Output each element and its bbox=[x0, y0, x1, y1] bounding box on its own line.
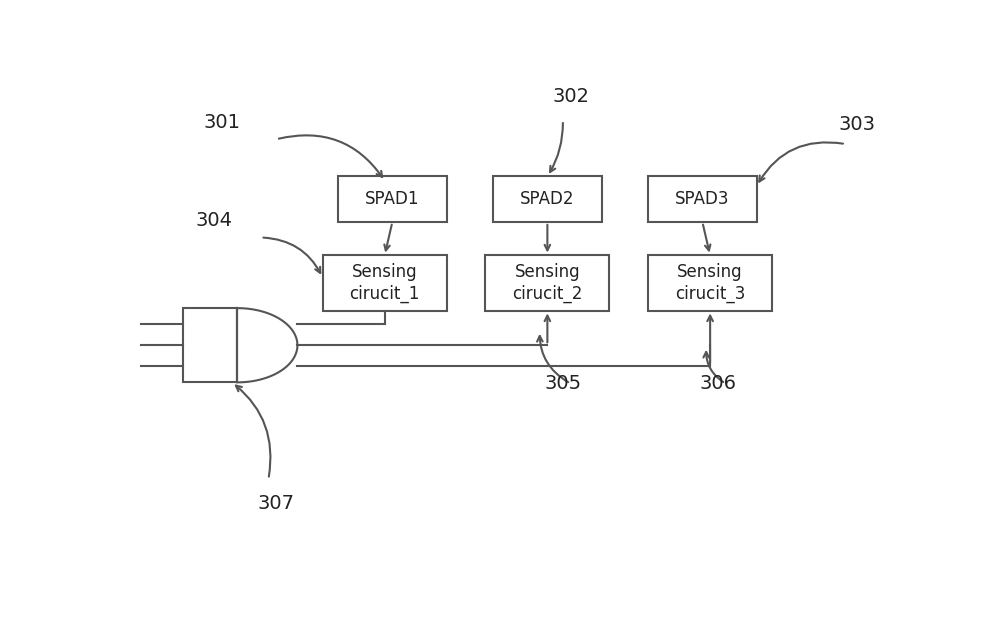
Text: 301: 301 bbox=[203, 113, 240, 132]
Bar bbox=[183, 308, 237, 383]
Text: SPAD1: SPAD1 bbox=[365, 190, 420, 208]
Text: 306: 306 bbox=[699, 374, 736, 393]
Text: 304: 304 bbox=[196, 211, 233, 230]
Text: SPAD3: SPAD3 bbox=[675, 190, 730, 208]
Bar bbox=[648, 256, 772, 310]
Text: 305: 305 bbox=[544, 374, 581, 393]
Bar bbox=[648, 177, 757, 222]
Text: 307: 307 bbox=[258, 494, 295, 513]
Bar bbox=[323, 256, 447, 310]
Text: SPAD2: SPAD2 bbox=[520, 190, 575, 208]
Bar bbox=[485, 256, 609, 310]
Text: Sensing
cirucit_1: Sensing cirucit_1 bbox=[349, 264, 420, 302]
Bar bbox=[338, 177, 447, 222]
Text: Sensing
cirucit_2: Sensing cirucit_2 bbox=[512, 264, 583, 302]
Bar bbox=[493, 177, 602, 222]
Text: 302: 302 bbox=[552, 86, 589, 106]
Text: 303: 303 bbox=[839, 116, 876, 134]
Text: Sensing
cirucit_3: Sensing cirucit_3 bbox=[675, 264, 745, 302]
